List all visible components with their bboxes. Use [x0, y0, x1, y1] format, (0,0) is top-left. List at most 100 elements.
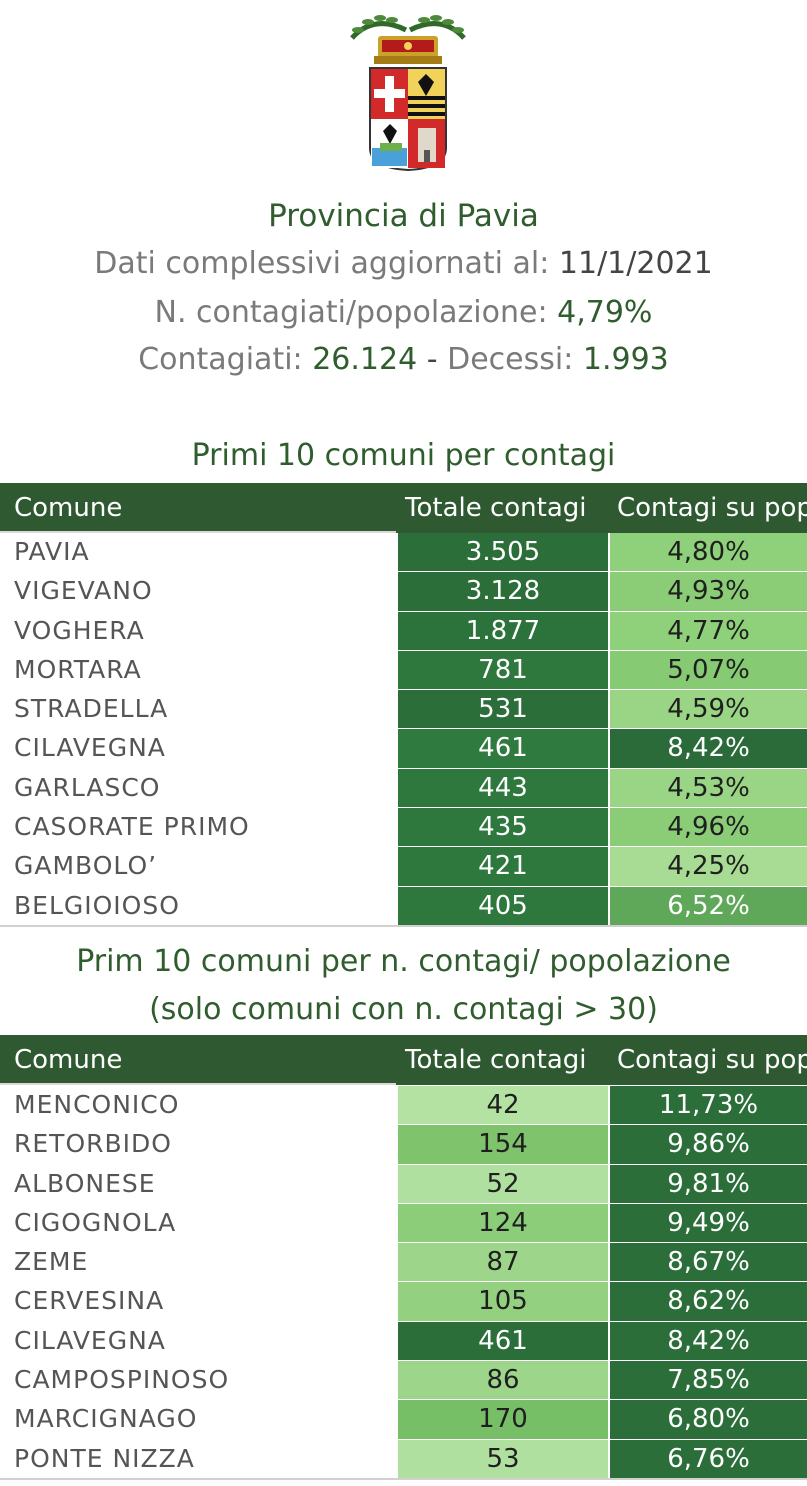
province-crest-logo [350, 15, 466, 172]
comune-name: VOGHERA [14, 615, 145, 645]
totale-contagi-cell: 3.128 [398, 572, 608, 612]
contagi-su-pop-cell: 6,80% [610, 1400, 807, 1440]
column-header-comune: Comune [14, 1045, 123, 1075]
table-row: GARLASCO 443 4,53% [0, 768, 807, 809]
totale-contagi-cell: 781 [398, 650, 608, 691]
comune-name: MARCIGNAGO [14, 1404, 198, 1434]
table-row: MARCIGNAGO 170 6,80% [0, 1400, 807, 1440]
totale-contagi-cell: 1.877 [398, 611, 608, 651]
table-row: CASORATE PRIMO 435 4,96% [0, 808, 807, 848]
totale-contagi-cell: 3.505 [398, 533, 608, 573]
table-row: CILAVEGNA 461 8,42% [0, 729, 807, 769]
table2-header-underline [0, 1083, 396, 1085]
totale-contagi-cell: 105 [398, 1282, 608, 1322]
table1-header-underline [0, 531, 396, 533]
totale-contagi-cell: 86 [398, 1361, 608, 1401]
contagi-su-pop-cell: 6,52% [610, 886, 807, 926]
table-row: MENCONICO 42 11,73% [0, 1086, 807, 1126]
comune-name: MORTARA [14, 654, 142, 684]
comune-name: CILAVEGNA [14, 733, 166, 763]
contagi-su-pop-cell: 4,59% [610, 690, 807, 730]
contagi-su-pop-cell: 9,49% [610, 1203, 807, 1244]
comune-name: GAMBOLO’ [14, 851, 158, 881]
comune-name: VIGEVANO [14, 576, 153, 606]
updated-label: Dati complessivi aggiornati al: [94, 246, 550, 281]
contagi-su-pop-cell: 8,42% [610, 729, 807, 769]
totale-contagi-cell: 124 [398, 1203, 608, 1244]
contagi-su-pop-cell: 7,85% [610, 1361, 807, 1401]
totale-contagi-cell: 421 [398, 847, 608, 887]
comune-name: CILAVEGNA [14, 1325, 166, 1355]
updated-value: 11/1/2021 [558, 246, 713, 281]
ratio-label: N. contagiati/popolazione: [154, 295, 548, 330]
comune-name: BELGIOIOSO [14, 890, 180, 920]
table-row: CERVESINA 105 8,62% [0, 1282, 807, 1322]
table2-title-line1: Prim 10 comuni per n. contagi/ popolazio… [76, 944, 731, 979]
totale-contagi-cell: 531 [398, 690, 608, 730]
column-header-totale: Totale contagi [405, 1045, 587, 1075]
table-row: CIGOGNOLA 124 9,49% [0, 1203, 807, 1244]
contagi-su-pop-cell: 8,42% [610, 1321, 807, 1362]
table-row: PAVIA 3.505 4,80% [0, 533, 807, 573]
totale-contagi-cell: 405 [398, 886, 608, 926]
infected-label: Contagiati: [138, 342, 303, 377]
table-row: CILAVEGNA 461 8,42% [0, 1321, 807, 1362]
comune-name: MENCONICO [14, 1090, 180, 1119]
infected-value: 26.124 [312, 342, 418, 377]
totale-contagi-cell: 170 [398, 1400, 608, 1440]
comune-name: ALBONESE [14, 1168, 156, 1198]
table2-title-line2: (solo comuni con n. contagi > 30) [149, 992, 658, 1027]
comune-name: CERVESINA [14, 1286, 165, 1316]
table-row: MORTARA 781 5,07% [0, 650, 807, 691]
table-row: GAMBOLO’ 421 4,25% [0, 847, 807, 887]
separator: - [426, 342, 438, 377]
table-row: STRADELLA 531 4,59% [0, 690, 807, 730]
table1-rows: PAVIA 3.505 4,80% VIGEVANO 3.128 4,93% VOGHERA… [0, 533, 807, 926]
totale-contagi-cell: 435 [398, 808, 608, 848]
table-row: PONTE NIZZA 53 6,76% [0, 1439, 807, 1479]
totale-contagi-cell: 443 [398, 768, 608, 809]
comune-name: ZEME [14, 1247, 89, 1277]
table1-bottom-rule [0, 925, 807, 927]
comune-name: CASORATE PRIMO [14, 812, 250, 842]
totale-contagi-cell: 52 [398, 1164, 608, 1204]
comune-name: PAVIA [14, 537, 90, 566]
totale-contagi-cell: 461 [398, 729, 608, 769]
contagi-su-pop-cell: 11,73% [610, 1086, 807, 1126]
table-row: VOGHERA 1.877 4,77% [0, 611, 807, 651]
table-row: ZEME 87 8,67% [0, 1243, 807, 1283]
ratio-value: 4,79% [557, 295, 653, 330]
contagi-su-pop-cell: 9,86% [610, 1125, 807, 1165]
table-row: RETORBIDO 154 9,86% [0, 1125, 807, 1165]
table1-title: Primi 10 comuni per contagi [191, 438, 616, 473]
contagi-su-pop-cell: 6,76% [610, 1439, 807, 1479]
column-header-comune: Comune [14, 493, 123, 523]
totale-contagi-cell: 42 [398, 1086, 608, 1126]
contagi-su-pop-cell: 4,53% [610, 768, 807, 809]
table1-header: Comune Totale contagi Contagi su pop [0, 483, 807, 533]
contagi-su-pop-cell: 4,80% [610, 533, 807, 573]
comune-name: GARLASCO [14, 772, 161, 802]
totale-contagi-cell: 53 [398, 1439, 608, 1479]
table-row: VIGEVANO 3.128 4,93% [0, 572, 807, 612]
contagi-su-pop-cell: 8,67% [610, 1243, 807, 1283]
contagi-su-pop-cell: 4,93% [610, 572, 807, 612]
contagi-su-pop-cell: 8,62% [610, 1282, 807, 1322]
comune-name: CAMPOSPINOSO [14, 1365, 230, 1395]
table2-header: Comune Totale contagi Contagi su pop [0, 1035, 807, 1085]
comune-name: PONTE NIZZA [14, 1443, 195, 1473]
totale-contagi-cell: 154 [398, 1125, 608, 1165]
comune-name: RETORBIDO [14, 1129, 172, 1159]
totale-contagi-cell: 87 [398, 1243, 608, 1283]
deaths-value: 1.993 [582, 342, 669, 377]
deaths-label: Decessi: [447, 342, 574, 377]
comune-name: STRADELLA [14, 694, 169, 724]
totale-contagi-cell: 461 [398, 1321, 608, 1362]
page-title: Provincia di Pavia [268, 198, 539, 234]
table-row: BELGIOIOSO 405 6,52% [0, 886, 807, 926]
table2-bottom-rule [0, 1478, 807, 1480]
contagi-su-pop-cell: 4,77% [610, 611, 807, 651]
contagi-su-pop-cell: 5,07% [610, 650, 807, 691]
contagi-su-pop-cell: 4,25% [610, 847, 807, 887]
totals-line: Contagiati: 26.124 - Decessi: 1.993 [0, 342, 807, 377]
